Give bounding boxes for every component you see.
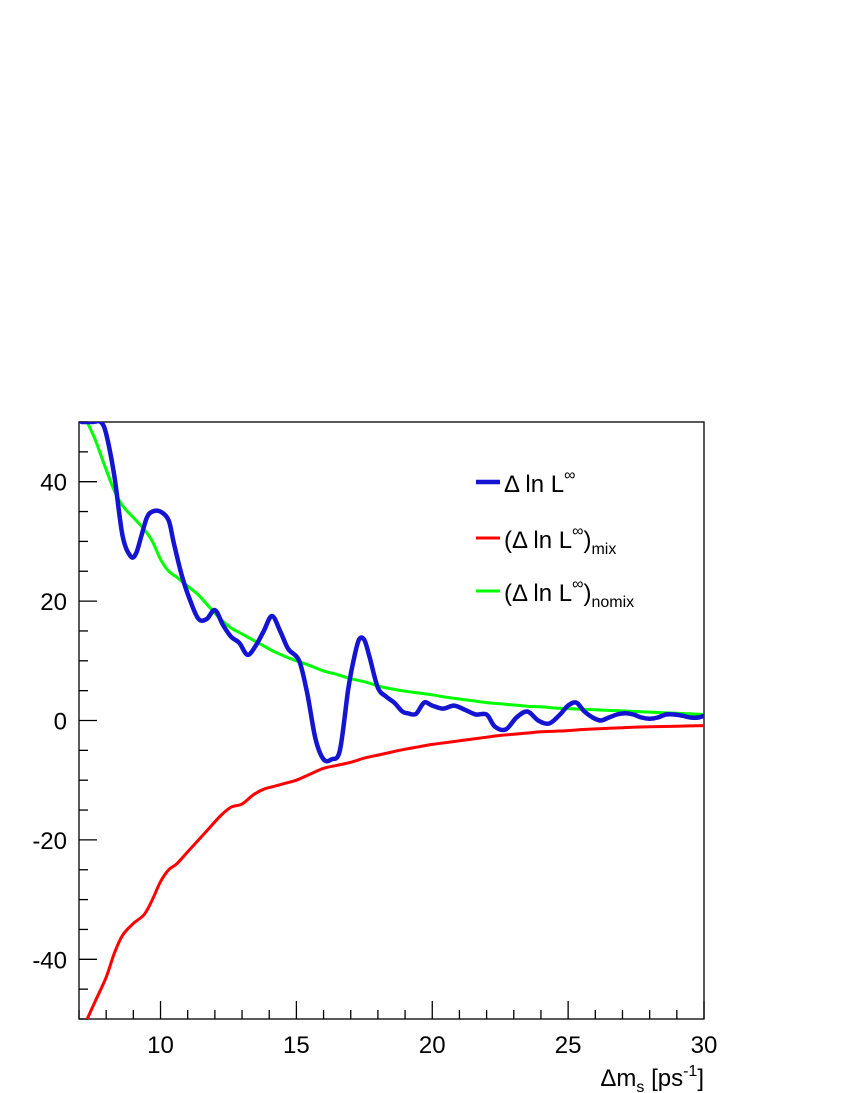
plot-frame — [78, 421, 705, 1020]
axis-ticks — [78, 421, 705, 1020]
legend-label: Δ ln L∞ — [504, 467, 575, 498]
x-tick-label: 10 — [147, 1032, 174, 1059]
y-tick-label: 40 — [40, 470, 67, 497]
x-tick-label: 20 — [419, 1032, 446, 1059]
x-tick-label: 25 — [555, 1032, 582, 1059]
legend-label: (Δ ln L∞)nomix — [504, 576, 634, 611]
legend: Δ ln L∞ (Δ ln L∞)mix (Δ ln L∞)nomix — [476, 467, 634, 611]
series-line-1 — [85, 724, 704, 1019]
tick-labels: 10 15 20 25 30 -40 -20 0 20 40 — [32, 470, 717, 1059]
y-tick-label: -20 — [32, 828, 67, 855]
x-tick-label: 15 — [283, 1032, 310, 1059]
x-tick-label: 30 — [691, 1032, 718, 1059]
y-tick-label: 0 — [54, 709, 67, 736]
y-tick-label: 20 — [40, 589, 67, 616]
series-lines — [79, 422, 704, 1019]
series-line-0 — [79, 422, 704, 764]
y-tick-label: -40 — [32, 947, 67, 974]
series-line-2 — [85, 422, 704, 716]
x-axis-label: Δms [ps-1] — [600, 1063, 704, 1093]
legend-label: (Δ ln L∞)mix — [504, 523, 616, 558]
